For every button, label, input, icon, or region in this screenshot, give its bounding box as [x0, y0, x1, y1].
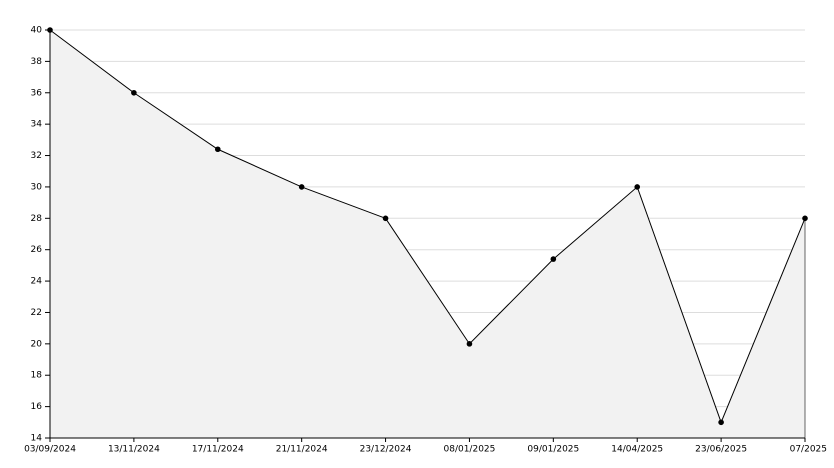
y-tick-label: 16 — [31, 402, 43, 412]
y-tick-label: 36 — [31, 88, 43, 98]
y-tick-label: 28 — [31, 214, 43, 224]
point — [214, 146, 221, 153]
x-tick-label: 13/11/2024 — [108, 445, 160, 455]
y-tick-label: 26 — [31, 245, 43, 255]
point — [466, 341, 473, 347]
point — [634, 184, 641, 190]
x-tick-label: 09/01/2025 — [527, 445, 579, 455]
x-tick-label: 07/2025 — [790, 445, 827, 455]
x-tick-label: 23/12/2024 — [360, 445, 412, 455]
point — [382, 215, 389, 222]
x-tick-label: 17/11/2024 — [192, 445, 244, 455]
y-tick-label: 40 — [31, 26, 43, 36]
x-tick-label: 03/09/2024 — [24, 445, 76, 455]
y-tick-label: 32 — [31, 151, 42, 161]
line — [49, 29, 806, 424]
point — [718, 419, 724, 426]
y-tick-label: 38 — [31, 57, 43, 67]
y-tick-label: 22 — [31, 308, 42, 318]
x-tick-label: 08/01/2025 — [444, 445, 496, 455]
point — [298, 184, 305, 190]
point — [550, 256, 557, 262]
x-tick-label: 23/06/2025 — [695, 445, 747, 455]
y-tick-label: 18 — [31, 371, 43, 381]
x-tick-label: 21/11/2024 — [276, 445, 328, 455]
y-tick-label: 14 — [31, 434, 43, 444]
y-tick-label: 24 — [31, 277, 43, 287]
point — [131, 89, 137, 96]
y-tick-label: 20 — [31, 339, 43, 349]
area — [50, 30, 805, 438]
point — [802, 215, 808, 222]
y-tick-label: 34 — [31, 120, 43, 130]
x-tick-label: 14/04/2025 — [611, 445, 663, 455]
y-tick-label: 30 — [31, 182, 43, 192]
